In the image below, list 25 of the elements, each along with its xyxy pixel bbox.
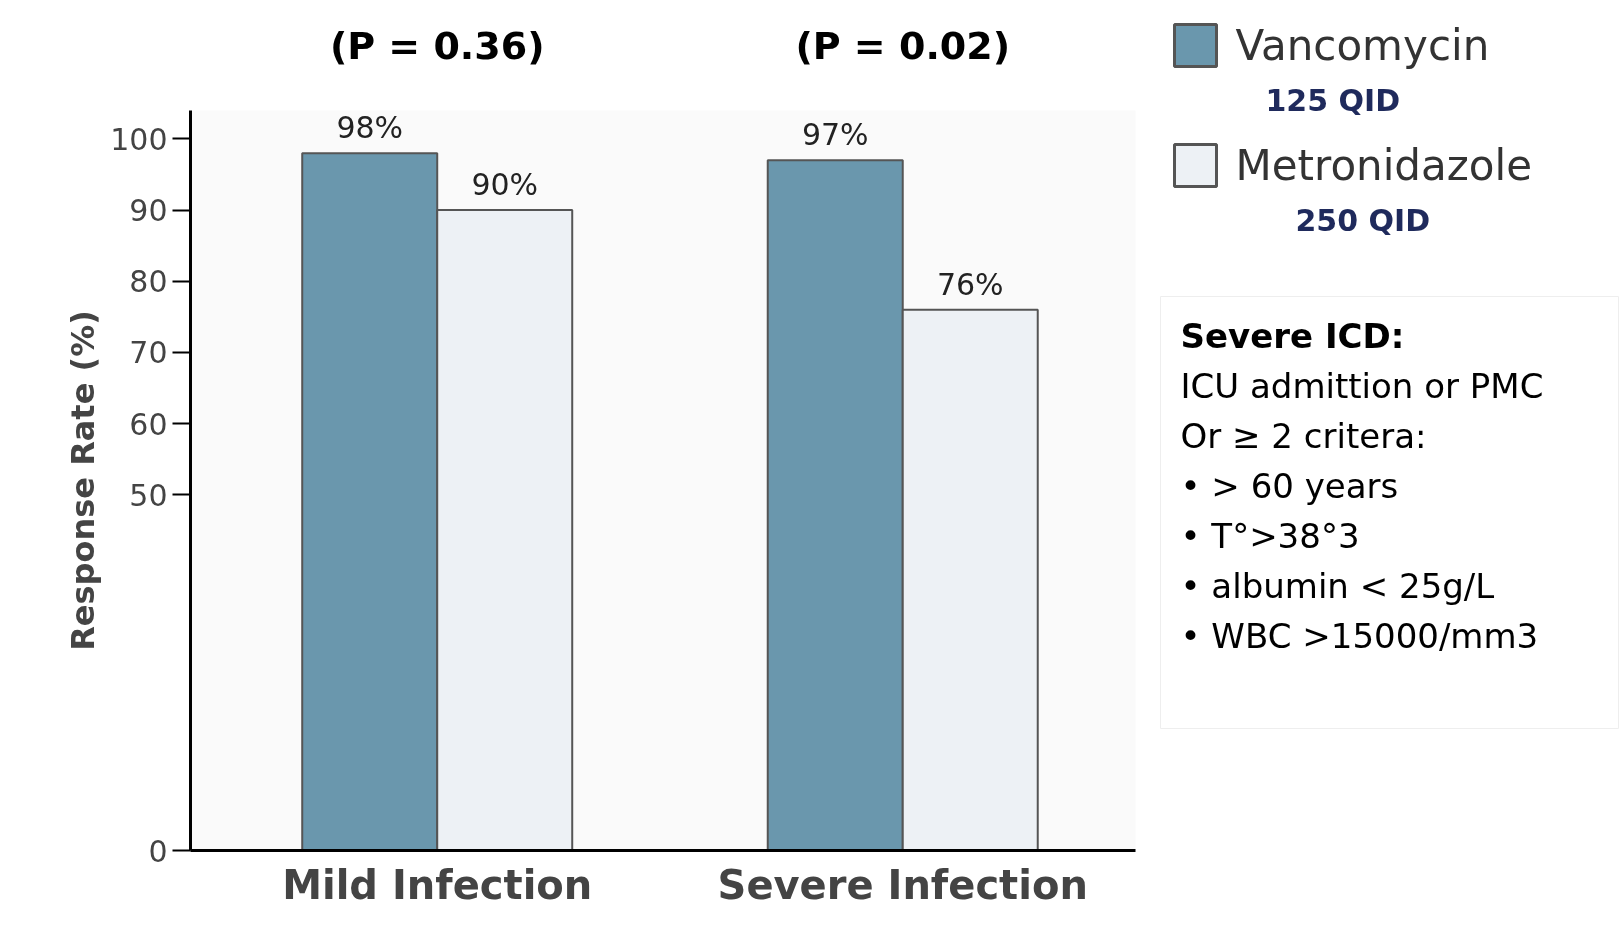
text: • > 60 years [1180,465,1399,506]
y-tick-label: 90 [129,193,168,229]
text: ICU admittion or PMC [1180,365,1544,406]
text: Or ≥ 2 critera: [1180,415,1427,456]
y-tick-label: 70 [129,335,168,371]
y-tick-label: 0 [148,833,168,869]
text: (P = 0.02) [795,23,1011,68]
legend-label: Metronidazole 250 QID [1235,141,1533,238]
x-tick-label: Mild Infection [282,861,593,908]
legend-label: Vancomycin 125 QID [1235,21,1490,118]
y-tick-label: 80 [129,264,168,300]
data-label: 76% [936,266,1004,302]
x-tick-label: Severe Infection [717,861,1088,908]
y-axis-title: Response Rate (%) [64,310,103,651]
text: • T°>38°3 [1180,515,1360,556]
y-tick-label: 50 [129,477,168,513]
text: • albumin < 25g/L [1180,565,1495,606]
text: • WBC >15000/mm3 [1180,615,1539,656]
data-label: 97% [801,117,869,153]
y-tick-label: 100 [110,121,168,157]
text: Severe ICD: [1180,315,1405,356]
data-label: 98% [336,110,404,146]
data-label: 90% [471,167,539,203]
y-tick-label: 60 [129,406,168,442]
text: (P = 0.36) [329,23,545,68]
